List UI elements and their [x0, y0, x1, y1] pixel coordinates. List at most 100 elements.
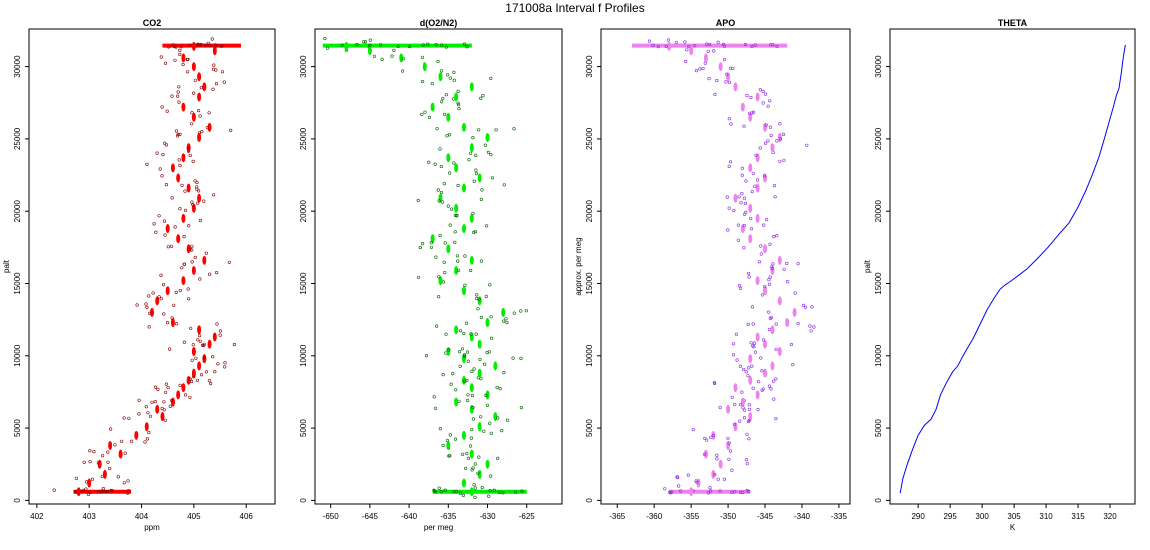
data-point — [489, 474, 493, 478]
data-point — [193, 179, 197, 183]
data-point — [429, 241, 433, 245]
data-point — [502, 183, 506, 187]
data-point — [753, 350, 758, 354]
data-point — [718, 459, 723, 469]
data-point — [754, 153, 758, 157]
data-point — [456, 259, 460, 263]
data-point — [715, 457, 719, 461]
data-point — [759, 252, 763, 256]
data-point — [186, 375, 191, 385]
data-point — [178, 132, 182, 136]
data-point — [771, 262, 775, 266]
data-point — [197, 72, 202, 82]
data-point — [726, 404, 731, 414]
data-point — [770, 265, 774, 269]
data-point — [695, 480, 699, 484]
data-point — [457, 268, 461, 272]
data-point — [725, 195, 729, 199]
data-point — [447, 348, 451, 352]
data-point — [207, 339, 212, 349]
data-point — [186, 143, 191, 153]
data-point — [323, 36, 327, 41]
data-point — [176, 173, 181, 183]
data-point — [738, 364, 743, 368]
data-point — [444, 332, 448, 336]
data-point — [214, 44, 218, 48]
data-point — [782, 158, 786, 162]
data-point — [137, 412, 141, 416]
data-point — [703, 436, 707, 441]
y-tick-label: 25000 — [585, 127, 594, 150]
y-tick-label: 15000 — [874, 272, 883, 295]
data-point — [188, 377, 192, 381]
data-point — [744, 370, 748, 374]
data-point — [465, 350, 470, 354]
data-point — [207, 379, 211, 383]
data-point — [764, 123, 768, 127]
data-point — [496, 416, 500, 420]
data-point — [778, 159, 782, 163]
data-point — [191, 265, 196, 275]
data-point — [691, 428, 695, 432]
data-point — [168, 347, 172, 351]
data-point — [76, 487, 81, 497]
data-point — [202, 82, 207, 92]
data-point — [232, 342, 236, 347]
data-point — [162, 219, 167, 223]
data-point — [675, 475, 679, 479]
data-point — [130, 439, 134, 443]
y-tick-label: 15000 — [13, 272, 22, 295]
data-point — [489, 315, 493, 319]
data-point — [767, 282, 772, 287]
data-point — [442, 280, 446, 284]
data-point — [750, 44, 754, 49]
data-point — [190, 122, 194, 126]
data-point — [727, 441, 731, 445]
data-point — [164, 143, 168, 147]
data-point — [455, 254, 460, 258]
data-point — [757, 260, 762, 264]
data-point — [761, 387, 765, 391]
data-point — [742, 124, 746, 128]
data-point — [777, 296, 782, 306]
data-point — [502, 371, 506, 375]
data-point — [151, 291, 155, 295]
x-tick-label: -340 — [794, 512, 811, 521]
data-point — [144, 405, 148, 409]
data-point — [463, 254, 467, 258]
plot-frame — [600, 28, 851, 505]
data-point — [469, 82, 474, 92]
data-point — [471, 405, 475, 410]
data-point — [438, 233, 442, 238]
data-point — [511, 356, 515, 360]
data-point — [379, 43, 383, 47]
data-point — [137, 398, 141, 402]
data-point — [150, 307, 154, 317]
data-point — [448, 433, 452, 437]
data-point — [216, 362, 220, 366]
data-point — [172, 303, 176, 307]
data-point — [466, 456, 471, 460]
data-point — [464, 466, 468, 471]
chart-do2n2: d(O2/N2) -650 -645 -640 -635 -630 -625 0 5000 100… — [299, 18, 563, 532]
data-point — [380, 57, 384, 62]
data-point — [215, 271, 219, 275]
data-point — [420, 55, 425, 59]
data-point — [747, 437, 751, 441]
data-point — [759, 244, 763, 248]
data-point — [176, 134, 180, 138]
data-point — [506, 418, 510, 422]
data-point — [711, 430, 716, 440]
data-point — [443, 271, 447, 275]
data-point — [465, 45, 469, 49]
data-point — [740, 390, 744, 394]
data-point — [392, 48, 396, 53]
data-point — [177, 85, 181, 89]
data-point — [176, 390, 181, 400]
data-point — [683, 40, 687, 44]
data-point — [761, 338, 766, 342]
data-point — [189, 326, 193, 330]
data-point — [143, 440, 147, 444]
data-point — [487, 494, 491, 498]
data-point — [164, 390, 168, 394]
